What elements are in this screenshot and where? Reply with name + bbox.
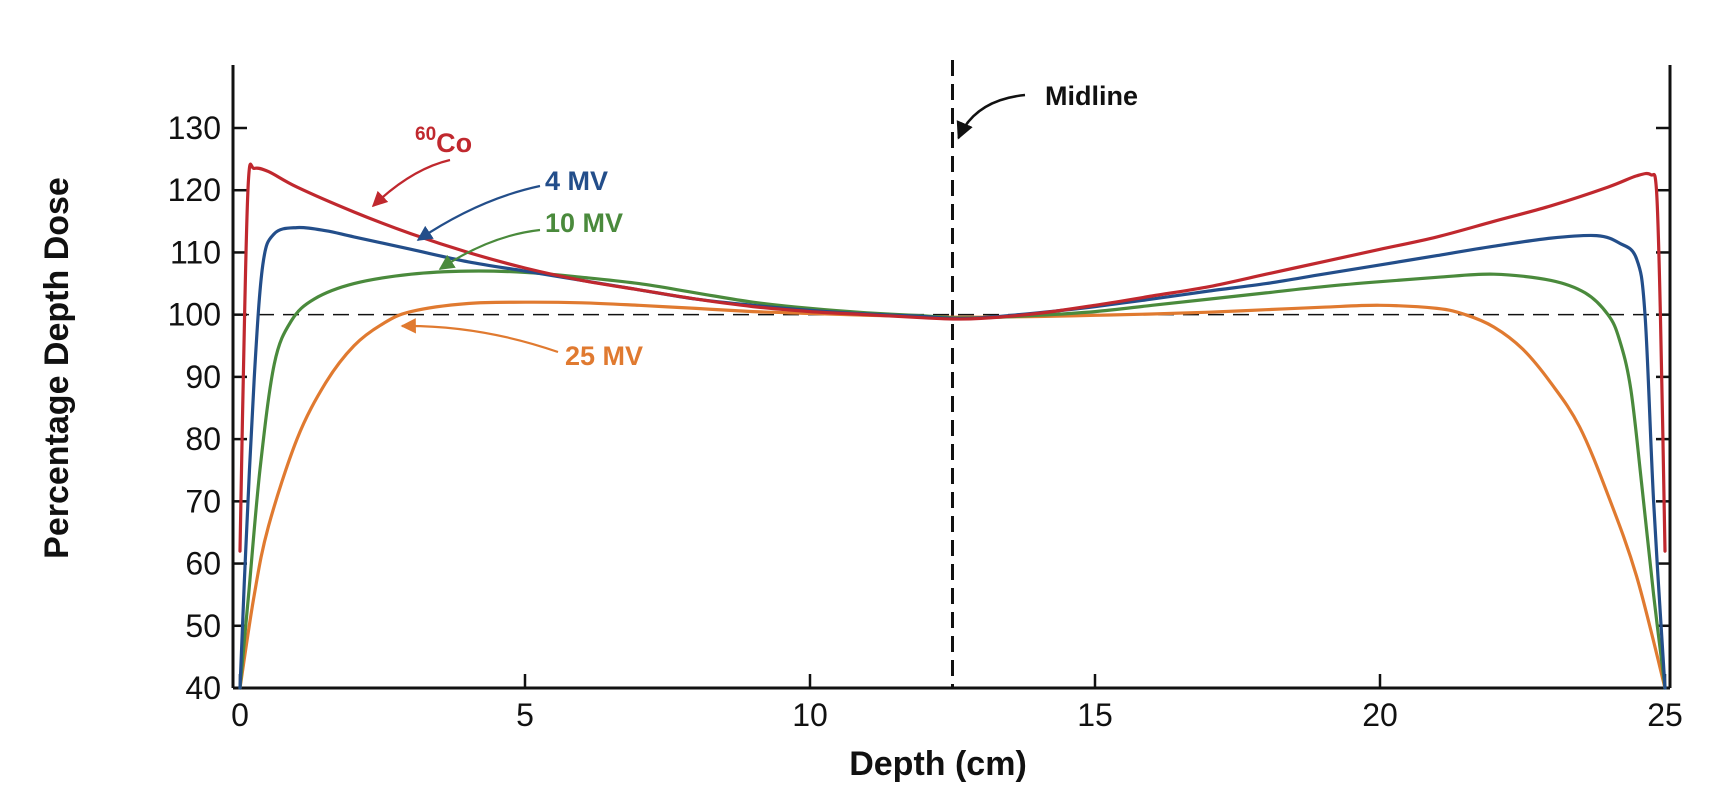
y-tick-label: 70 [185,483,221,519]
series-label-superscript: 60 [415,124,436,145]
y-tick-label: 110 [170,234,221,270]
series-label-main: Co [436,128,472,158]
y-tick-label: 60 [185,546,221,582]
series-label-arrow [438,228,541,270]
series-label-arrow [371,158,451,208]
axes [231,65,1672,690]
x-tick-label: 25 [1647,697,1683,733]
x-tick-label: 20 [1362,697,1398,733]
series-label-60co: 60Co [415,124,472,158]
series-line-60co [238,162,1667,553]
series-label-4-mv: 4 MV [545,166,608,196]
x-axis-label: Depth (cm) [849,745,1027,783]
series-label-arrow [416,184,541,241]
series-lines [238,162,1667,690]
reference-lines [233,60,1670,688]
x-tick-label: 15 [1077,697,1113,733]
y-tick-label: 90 [185,359,221,395]
x-tick-label: 10 [792,697,828,733]
y-axis-label: Percentage Depth Dose [38,177,76,559]
tick-labels: 40 50 60 70 80 90 100 110 120 130 0 5 10 15 20 25 [168,110,1683,733]
y-tick-label: 120 [168,172,221,208]
y-tick-label: 80 [185,421,221,457]
series-label-25-mv: 25 MV [565,341,643,371]
y-tick-label: 100 [168,297,221,333]
midline-arrow [956,93,1026,140]
y-tick-label: 40 [185,670,221,706]
series-label-arrow [400,318,559,354]
y-tick-label: 130 [168,110,221,146]
annotations: 60Co 4 MV 10 MV 25 MV Midline [371,81,1138,371]
x-tick-label: 5 [516,697,534,733]
y-tick-label: 50 [185,608,221,644]
series-label-10-mv: 10 MV [545,208,623,238]
x-tick-label: 0 [231,697,249,733]
midline-label: Midline [1045,81,1138,111]
